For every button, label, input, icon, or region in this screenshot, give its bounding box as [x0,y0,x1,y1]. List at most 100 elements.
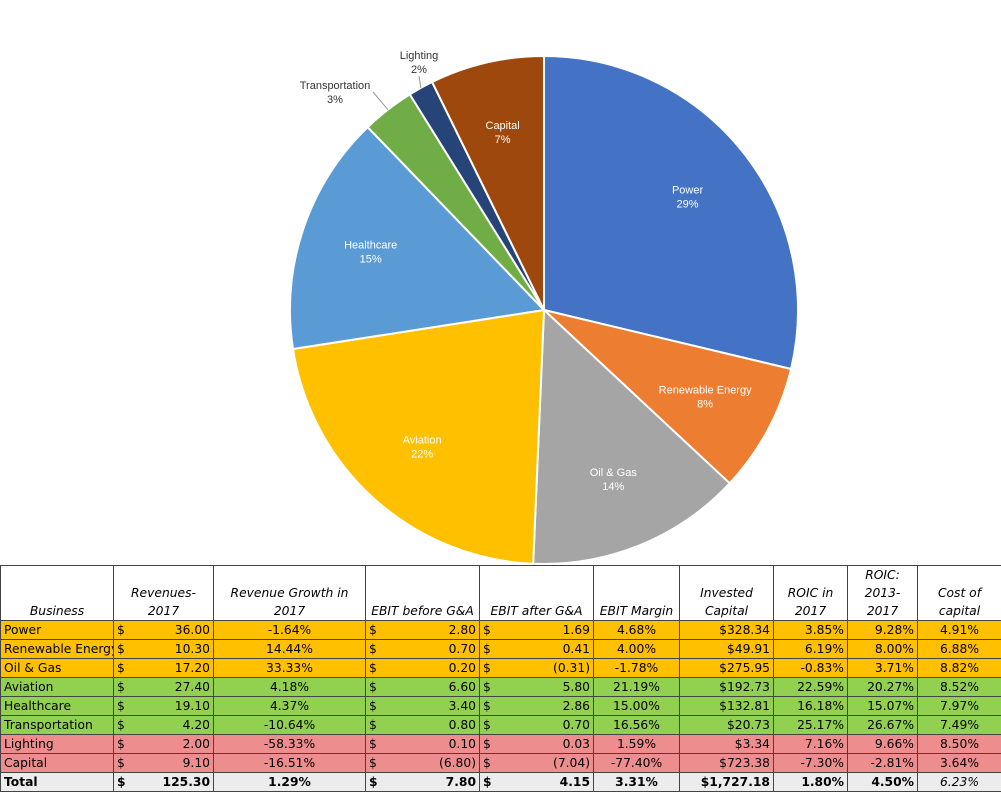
data-label-percent: 7% [495,134,511,146]
table-cell: Renewable Energy [1,640,114,659]
cell-value: 2.86 [563,699,590,713]
cell-value: 6.60 [449,680,476,694]
currency-symbol: $ [483,718,491,732]
data-label-percent: 8% [697,398,713,410]
leader-line [373,92,388,110]
table-cell: $10.30 [114,640,214,659]
table-cell: 20.27% [848,678,918,697]
data-label-name: Oil & Gas [590,467,638,479]
cell-value: 27.40 [175,680,210,694]
column-header: EBIT Margin [594,566,680,621]
cell-value: 17.20 [175,661,210,675]
cell-value: 2.80 [449,623,476,637]
table-cell: $9.10 [114,754,214,773]
table-cell: 6.19% [774,640,848,659]
table-cell: 14.44% [214,640,366,659]
table-cell: $(7.04) [480,754,594,773]
table-cell: $4.15 [480,773,594,792]
table-cell: $2.86 [480,697,594,716]
table-cell: 4.50% [848,773,918,792]
table-cell: Aviation [1,678,114,697]
table-cell: 4.00% [594,640,680,659]
data-label-name: Power [672,185,704,197]
table-cell: -77.40% [594,754,680,773]
table-cell: 6.23% [918,773,1001,792]
table-cell: 9.28% [848,621,918,640]
table-cell: 26.67% [848,716,918,735]
cell-value: 0.70 [563,718,590,732]
table-cell: Capital [1,754,114,773]
table-cell: 25.17% [774,716,848,735]
currency-symbol: $ [483,699,491,713]
currency-symbol: $ [117,756,125,770]
data-label-percent: 2% [411,64,427,76]
data-label-percent: 14% [602,481,624,493]
currency-symbol: $ [369,756,377,770]
data-label-percent: 15% [360,254,382,266]
table-cell: 33.33% [214,659,366,678]
table-cell: $723.38 [680,754,774,773]
table-cell: 1.59% [594,735,680,754]
table-cell: 1.29% [214,773,366,792]
table-cell: 8.00% [848,640,918,659]
table-cell: $7.80 [366,773,480,792]
table-cell: $6.60 [366,678,480,697]
table-cell: 22.59% [774,678,848,697]
cell-value: 36.00 [175,623,210,637]
table-cell: 8.50% [918,735,1001,754]
column-header: EBIT after G&A [480,566,594,621]
cell-value: 10.30 [175,642,210,656]
cell-value: 1.69 [563,623,590,637]
table-cell: -1.78% [594,659,680,678]
data-label-name: Capital [486,120,520,132]
cell-value: 0.10 [449,737,476,751]
table-cell: 21.19% [594,678,680,697]
column-header: Invested Capital [680,566,774,621]
data-label-name: Healthcare [344,240,397,252]
data-label-name: Transportation [300,80,371,92]
table-cell: $0.70 [480,716,594,735]
table-cell: 6.88% [918,640,1001,659]
cell-value: 0.80 [449,718,476,732]
currency-symbol: $ [483,756,491,770]
cell-value: 7.80 [446,775,476,789]
table-cell: 3.85% [774,621,848,640]
table-cell: 3.31% [594,773,680,792]
table-cell: 15.00% [594,697,680,716]
table-cell: $192.73 [680,678,774,697]
cell-value: 9.10 [183,756,210,770]
table-cell: $4.20 [114,716,214,735]
currency-symbol: $ [369,718,377,732]
table-cell: $0.20 [366,659,480,678]
table-cell: $27.40 [114,678,214,697]
table-cell: -58.33% [214,735,366,754]
table-cell: 4.37% [214,697,366,716]
currency-symbol: $ [117,642,125,656]
currency-symbol: $ [483,775,492,789]
table-cell: 16.18% [774,697,848,716]
cell-value: 4.15 [560,775,590,789]
table-cell: 3.64% [918,754,1001,773]
table-cell: -10.64% [214,716,366,735]
cell-value: 0.70 [449,642,476,656]
table-cell: -2.81% [848,754,918,773]
table-cell: $0.03 [480,735,594,754]
cell-value: 0.20 [449,661,476,675]
currency-symbol: $ [369,737,377,751]
table-cell: $49.91 [680,640,774,659]
cell-value: (6.80) [439,756,476,770]
table-cell: $3.34 [680,735,774,754]
table-cell: $0.10 [366,735,480,754]
data-label-percent: 22% [411,448,433,460]
currency-symbol: $ [117,775,126,789]
table-cell: $36.00 [114,621,214,640]
table-cell: 4.68% [594,621,680,640]
currency-symbol: $ [483,661,491,675]
table-cell: $3.40 [366,697,480,716]
table-cell: $0.41 [480,640,594,659]
data-label-name: Lighting [400,50,439,62]
table-cell: $2.00 [114,735,214,754]
table-cell: 15.07% [848,697,918,716]
